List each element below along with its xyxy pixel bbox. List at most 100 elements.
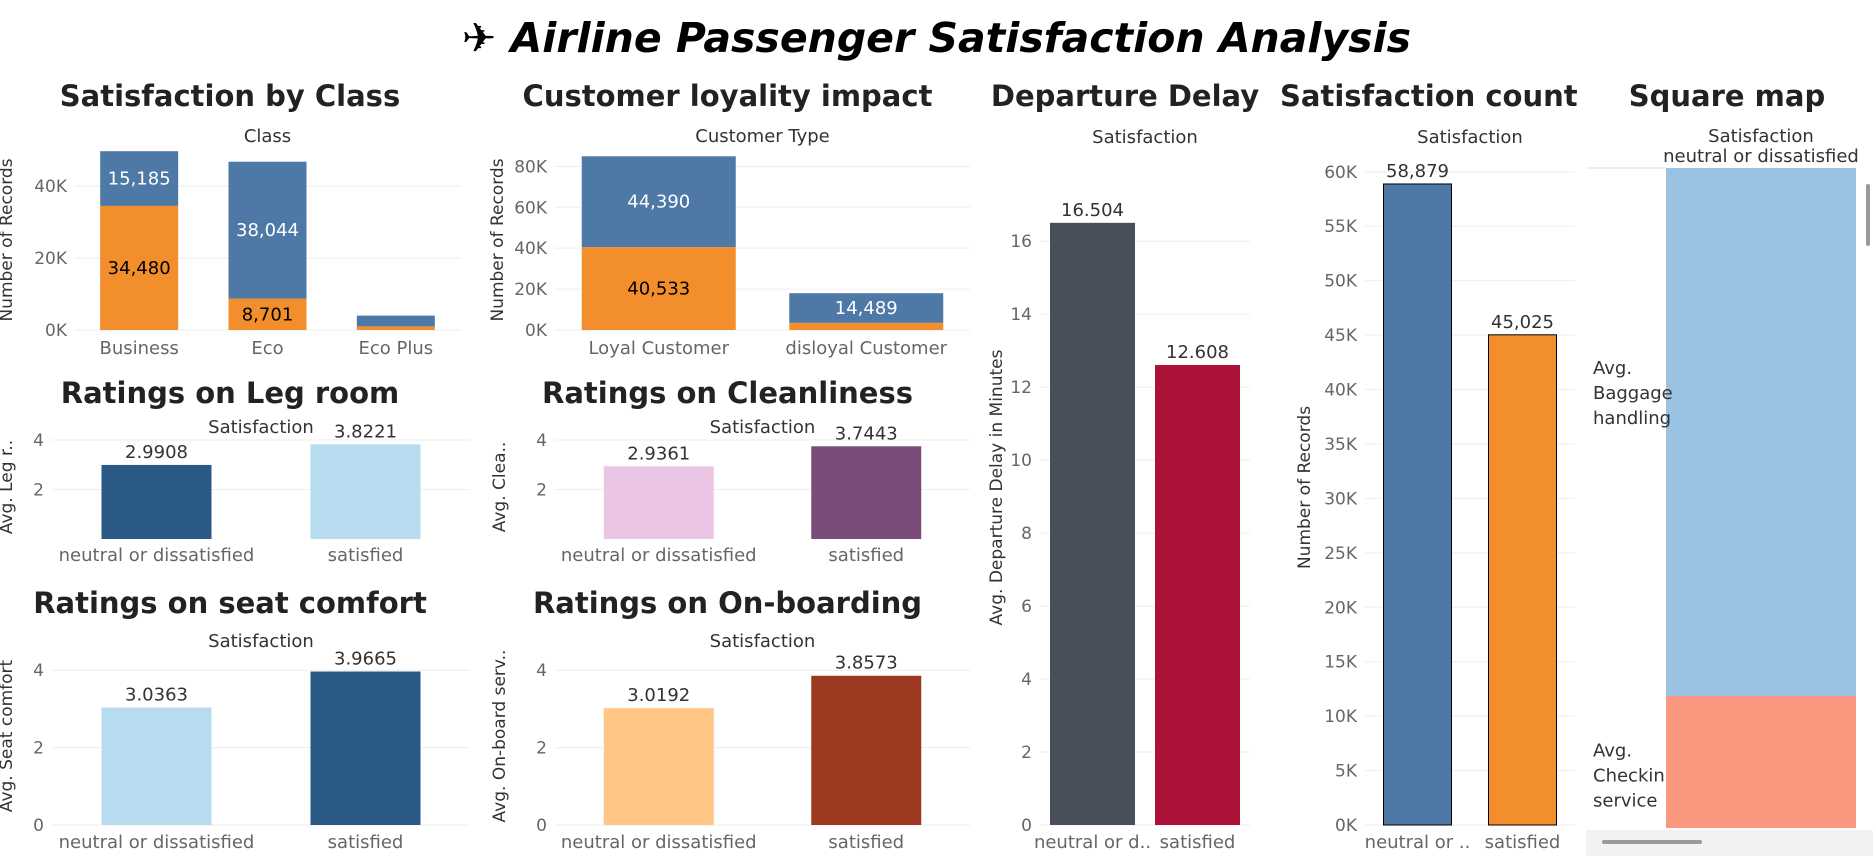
class-category-label: Eco Plus [359, 338, 434, 359]
delay-y-tick-label: 4 [1021, 670, 1032, 690]
legroom-data-label: 3.8221 [334, 421, 397, 442]
delay-y-tick-label: 16 [1010, 232, 1032, 252]
loyalty-bar-segment [581, 247, 736, 330]
loyalty-y-tick-label: 60K [514, 198, 548, 218]
onboarding-y-axis-label: Avg. On-board serv.. [490, 650, 510, 823]
class-bar-segment [228, 161, 307, 299]
count-y-tick-label: 0K [1335, 816, 1358, 836]
delay-y-axis-label: Avg. Departure Delay in Minutes [987, 349, 1007, 625]
cleanliness-data-label: 3.7443 [835, 423, 898, 444]
square-map-row-label: service [1593, 791, 1657, 812]
count-y-tick-label: 20K [1324, 598, 1358, 618]
count-y-tick-label: 25K [1324, 544, 1358, 564]
delay-category-label: satisfied [1160, 832, 1236, 853]
class-y-tick-label: 20K [34, 249, 68, 269]
loyalty-bar-segment [581, 156, 736, 248]
square-map-row-label: Avg. [1593, 358, 1632, 379]
class-category-label: Business [99, 338, 178, 359]
class-bar-segment [356, 326, 435, 330]
cleanliness-category-label: satisfied [828, 545, 904, 566]
loyalty-column-header: Customer Type [695, 126, 830, 147]
legroom-bar [310, 444, 421, 539]
cleanliness-category-label: neutral or dissatisfied [561, 545, 757, 566]
count-y-tick-label: 50K [1324, 272, 1358, 292]
square-map-row-label: handling [1593, 408, 1671, 429]
delay-column-header: Satisfaction [1092, 127, 1198, 148]
seat-data-label: 3.9665 [334, 649, 397, 670]
cleanliness-data-label: 2.9361 [627, 443, 690, 464]
count-y-tick-label: 5K [1335, 762, 1358, 782]
count-category-label: neutral or .. [1365, 832, 1471, 853]
onboarding-data-label: 3.8573 [835, 653, 898, 674]
count-y-tick-label: 35K [1324, 435, 1358, 455]
class-chart: Class 0K 20K 40K Number of Records 34,480 15,1… [0, 126, 460, 359]
count-bar [1488, 334, 1557, 826]
onboarding-y-tick-label: 2 [536, 739, 547, 759]
legroom-bar [101, 464, 212, 539]
class-data-label: 15,185 [108, 169, 171, 190]
legroom-column-header: Satisfaction [208, 417, 314, 438]
count-y-tick-label: 40K [1324, 381, 1358, 401]
seat-y-tick-label: 2 [33, 739, 44, 759]
count-y-tick-label: 30K [1324, 489, 1358, 509]
onboarding-data-label: 3.0192 [627, 685, 690, 706]
loyalty-chart: Customer Type 0K 20K 40K 60K 80K Number of Rec… [488, 126, 970, 359]
square-map-column-value: neutral or dissatisfied [1663, 146, 1859, 167]
seat-y-tick-label: 4 [33, 661, 44, 681]
delay-bar [1050, 222, 1135, 825]
class-category-label: Eco [251, 338, 283, 359]
legroom-data-label: 2.9908 [125, 442, 188, 463]
count-y-tick-label: 60K [1324, 163, 1358, 183]
class-y-tick-label: 40K [34, 177, 68, 197]
onboarding-chart-title: Ratings on On-boarding [532, 586, 923, 620]
onboarding-category-label: satisfied [828, 832, 904, 853]
class-bar-segment [100, 151, 179, 206]
count-bar [1383, 183, 1452, 826]
seat-bar [101, 707, 212, 825]
delay-y-tick-label: 2 [1021, 743, 1032, 763]
cleanliness-column-header: Satisfaction [710, 417, 816, 438]
delay-y-tick-label: 10 [1010, 451, 1032, 471]
square-map-horizontal-scrollbar[interactable] [1602, 840, 1702, 844]
class-chart-title: Satisfaction by Class [59, 79, 401, 113]
legroom-chart: Satisfaction 2 4 Avg. Leg r.. 2.9908 neutral … [0, 417, 470, 566]
loyalty-data-label: 44,390 [627, 192, 690, 213]
dashboard-title: ✈ Airline Passenger Satisfaction Analysi… [461, 14, 1412, 62]
class-data-label: 38,044 [236, 220, 299, 241]
delay-data-label: 16.504 [1061, 200, 1124, 221]
delay-y-tick-label: 0 [1021, 816, 1032, 836]
delay-category-label: neutral or d.. [1034, 832, 1151, 853]
count-y-tick-label: 15K [1324, 653, 1358, 673]
seat-category-label: satisfied [328, 832, 404, 853]
delay-chart-title: Departure Delay [990, 79, 1260, 113]
loyalty-y-tick-label: 20K [514, 280, 548, 300]
delay-y-tick-label: 14 [1010, 305, 1032, 325]
seat-y-axis-label: Avg. Seat comfort [0, 659, 17, 812]
delay-y-tick-label: 6 [1021, 597, 1032, 617]
cleanliness-chart: Satisfaction 2 4 Avg. Clea.. 2.9361 neutral o… [490, 417, 970, 566]
class-data-label: 34,480 [108, 258, 171, 279]
seat-chart-title: Ratings on seat comfort [33, 586, 427, 620]
seat-column-header: Satisfaction [208, 631, 314, 652]
legroom-category-label: satisfied [328, 545, 404, 566]
count-y-tick-label: 10K [1324, 707, 1358, 727]
loyalty-y-tick-label: 0K [525, 321, 548, 341]
loyalty-bar-segment [789, 322, 944, 330]
square-map-vertical-scrollbar[interactable] [1866, 184, 1870, 246]
seat-chart: Satisfaction 0 2 4 Avg. Seat comfort 3.0363 ne… [0, 631, 470, 853]
onboarding-bar [603, 708, 714, 825]
count-y-tick-label: 55K [1324, 217, 1358, 237]
class-y-tick-label: 0K [45, 321, 68, 341]
count-category-label: satisfied [1485, 832, 1561, 853]
square-map-cell [1666, 696, 1856, 828]
class-data-label: 8,701 [242, 304, 294, 325]
loyalty-category-label: disloyal Customer [785, 338, 947, 359]
class-bar-segment [228, 298, 307, 330]
class-y-axis-label: Number of Records [0, 158, 17, 321]
class-column-header: Class [244, 126, 291, 147]
cleanliness-bar [603, 466, 714, 539]
legroom-y-tick-label: 4 [33, 431, 44, 451]
legroom-category-label: neutral or dissatisfied [59, 545, 255, 566]
cleanliness-chart-title: Ratings on Cleanliness [542, 376, 913, 410]
count-data-label: 45,025 [1491, 312, 1554, 333]
